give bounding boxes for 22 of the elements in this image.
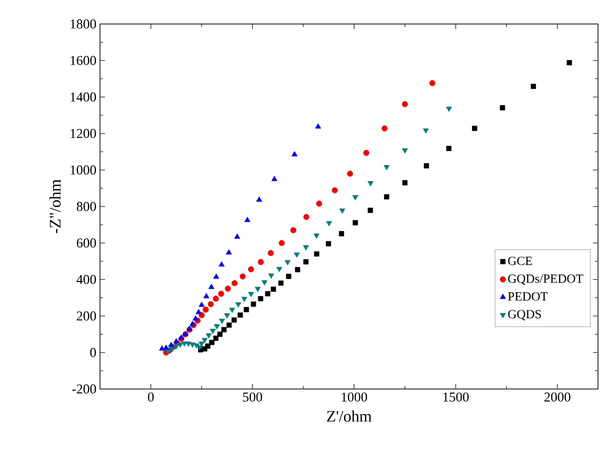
y-tick-label: 1000 bbox=[70, 165, 96, 175]
y-tick-label: 1600 bbox=[70, 56, 96, 66]
y-tick-label: 600 bbox=[76, 238, 96, 248]
x-axis-title: Z'/ohm bbox=[327, 410, 372, 422]
y-tick-label: 400 bbox=[76, 274, 96, 284]
legend-label: GCE bbox=[508, 256, 532, 266]
x-tick-label: 1000 bbox=[342, 392, 368, 402]
x-tick-label: 0 bbox=[148, 392, 154, 402]
y-tick-label: 0 bbox=[90, 348, 96, 358]
y-tick-label: 800 bbox=[76, 202, 96, 212]
y-tick-label: 1400 bbox=[70, 92, 96, 102]
x-tick-label: 2000 bbox=[544, 392, 570, 402]
y-tick-label: -200 bbox=[72, 384, 96, 394]
legend-label: GQDS bbox=[508, 310, 541, 320]
legend-label: PEDOT bbox=[508, 292, 548, 301]
y-tick-label: 1800 bbox=[70, 19, 96, 29]
x-tick-label: 1500 bbox=[443, 392, 469, 402]
y-tick-label: 200 bbox=[76, 311, 96, 321]
legend-label: GQDs/PEDOT bbox=[508, 274, 584, 285]
y-tick-label: 1200 bbox=[70, 128, 96, 138]
y-axis-title: -Z"/ohm bbox=[49, 179, 61, 234]
x-tick-label: 500 bbox=[243, 392, 262, 402]
